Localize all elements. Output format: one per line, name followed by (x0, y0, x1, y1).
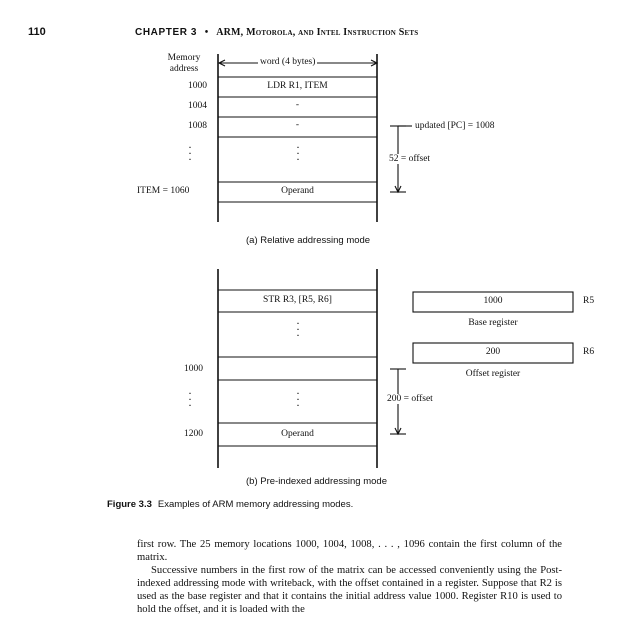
offset-arrow-head (394, 185, 402, 194)
memory-cell-placeholder: - (295, 100, 300, 110)
memory-address-label-line1: Memory (167, 53, 201, 63)
figure-b-caption: (b) Pre-indexed addressing mode (246, 476, 387, 487)
vertical-ellipsis: · · · (296, 140, 300, 166)
address-label: 1004 (188, 101, 207, 111)
r5-register-name: R5 (583, 296, 595, 306)
r6-value: 200 (485, 347, 501, 357)
memory-cell-operand: Operand (281, 429, 314, 439)
chapter-title: ARM, Motorola, and Intel Instruction Set… (216, 27, 419, 38)
r5-register-box (412, 291, 574, 313)
vertical-ellipsis: · · · (188, 386, 192, 412)
memory-cell-instruction: LDR R1, ITEM (267, 81, 328, 91)
address-label: 1008 (188, 121, 207, 131)
paragraph: Successive numbers in the first row of t… (137, 565, 562, 615)
running-header: CHAPTER 3 • ARM, Motorola, and Intel Ins… (135, 27, 418, 38)
figure-b-memory-block (217, 269, 574, 468)
vertical-ellipsis: · · · (188, 140, 192, 166)
figure-label: Figure 3.3 (107, 499, 152, 510)
memory-cell-operand: Operand (281, 186, 314, 196)
memory-address-label-line2: address (169, 64, 199, 74)
word-arrow-left-head (217, 59, 226, 67)
figure-caption-text: Examples of ARM memory addressing modes. (157, 499, 354, 510)
figure-a-memory-block (217, 54, 412, 222)
updated-pc-label: updated [PC] = 1008 (415, 121, 495, 131)
memory-address-label: Memory address (160, 53, 208, 75)
vertical-ellipsis: · · · (296, 386, 300, 412)
memory-cell-placeholder: - (295, 120, 300, 130)
offset-label: 200 = offset (386, 394, 434, 404)
body-text: first row. The 25 memory locations 1000,… (137, 538, 562, 616)
figure-a-caption: (a) Relative addressing mode (246, 235, 371, 246)
address-label: 1200 (184, 429, 203, 439)
offset-label: 52 = offset (388, 154, 432, 164)
r6-register-box (412, 342, 574, 364)
header-separator: • (204, 27, 209, 38)
paragraph: first row. The 25 memory locations 1000,… (137, 539, 562, 563)
address-label: ITEM = 1060 (137, 186, 190, 196)
word-size-label: word (4 bytes) (258, 57, 318, 67)
chapter-label: CHAPTER 3 (135, 27, 198, 38)
address-label: 1000 (184, 364, 203, 374)
page-number: 110 (28, 26, 46, 38)
offset-arrow-head (394, 427, 402, 436)
vertical-ellipsis: · · · (296, 316, 300, 342)
offset-register-caption: Offset register (465, 369, 521, 379)
memory-cell-instruction: STR R3, [R5, R6] (263, 295, 332, 305)
r5-value: 1000 (483, 296, 503, 306)
figure-caption: Figure 3.3 Examples of ARM memory address… (107, 499, 353, 510)
address-label: 1000 (188, 81, 207, 91)
base-register-caption: Base register (468, 318, 518, 328)
r6-register-name: R6 (583, 347, 595, 357)
